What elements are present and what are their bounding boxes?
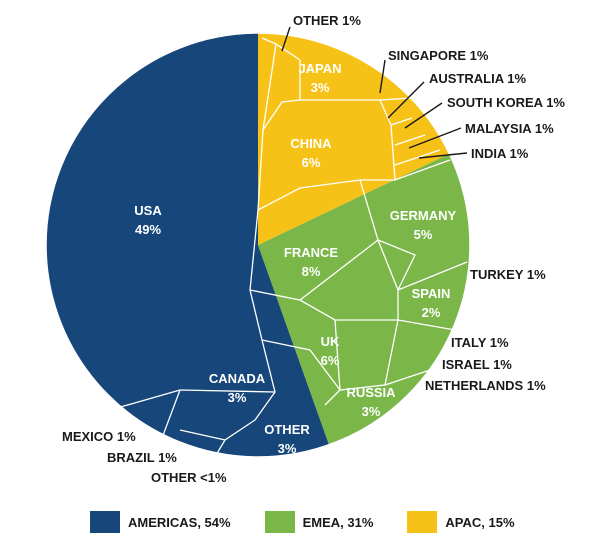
pct-japan: 3% xyxy=(311,80,330,95)
pct-china: 6% xyxy=(302,155,321,170)
label-malaysia: MALAYSIA 1% xyxy=(465,121,554,136)
leader-malaysia xyxy=(408,127,462,149)
label-spain: SPAIN xyxy=(412,286,451,301)
pct-germany: 5% xyxy=(414,227,433,242)
label-france: FRANCE xyxy=(284,245,338,260)
label-australia: AUSTRALIA 1% xyxy=(429,71,526,86)
label-uk: UK xyxy=(321,334,340,349)
leader-singapore xyxy=(379,59,386,94)
label-other-apac: OTHER 1% xyxy=(293,13,361,28)
pct-spain: 2% xyxy=(422,305,441,320)
label-germany: GERMANY xyxy=(390,208,457,223)
leader-australia xyxy=(387,81,425,119)
label-south-korea: SOUTH KOREA 1% xyxy=(447,95,565,110)
pct-other-emea: 3% xyxy=(278,441,297,456)
label-usa: USA xyxy=(134,203,162,218)
leader-other-apac xyxy=(281,26,291,52)
legend-item-americas: AMERICAS, 54% xyxy=(90,511,231,533)
pie-chart: USA 49% CANADA 3% FRANCE 8% UK 6% GERMAN… xyxy=(45,13,565,485)
pie-outline xyxy=(45,32,471,458)
legend-swatch-emea xyxy=(264,511,295,533)
region-boundaries xyxy=(109,37,468,457)
wedge-apac xyxy=(258,32,450,246)
label-other-emea: OTHER xyxy=(264,422,310,437)
label-netherlands: NETHERLANDS 1% xyxy=(425,378,546,393)
wedge-emea xyxy=(258,153,471,445)
pct-russia: 3% xyxy=(362,404,381,419)
pct-usa: 49% xyxy=(135,222,161,237)
legend-item-emea: EMEA, 31% xyxy=(264,511,374,533)
label-other-americas: OTHER <1% xyxy=(151,470,227,485)
label-italy: ITALY 1% xyxy=(451,335,509,350)
leader-india xyxy=(418,152,468,159)
leader-lines xyxy=(281,26,468,159)
label-singapore: SINGAPORE 1% xyxy=(388,48,489,63)
chart-legend: AMERICAS, 54% EMEA, 31% APAC, 15% xyxy=(90,511,549,533)
legend-item-apac: APAC, 15% xyxy=(407,511,515,533)
label-russia: RUSSIA xyxy=(346,385,396,400)
legend-label-emea: EMEA, 31% xyxy=(302,514,374,530)
legend-swatch-americas xyxy=(90,511,120,533)
label-israel: ISRAEL 1% xyxy=(442,357,512,372)
label-china: CHINA xyxy=(290,136,332,151)
label-turkey: TURKEY 1% xyxy=(470,267,546,282)
label-mexico: MEXICO 1% xyxy=(62,429,136,444)
pct-canada: 3% xyxy=(228,390,247,405)
pct-uk: 6% xyxy=(321,353,340,368)
legend-label-apac: APAC, 15% xyxy=(445,514,515,530)
label-canada: CANADA xyxy=(209,371,266,386)
label-japan: JAPAN xyxy=(298,61,341,76)
legend-label-americas: AMERICAS, 54% xyxy=(128,514,231,530)
leader-south-korea xyxy=(404,102,443,129)
wedge-americas xyxy=(46,33,329,457)
legend-swatch-apac xyxy=(407,511,438,533)
label-india: INDIA 1% xyxy=(471,146,529,161)
label-brazil: BRAZIL 1% xyxy=(107,450,177,465)
pct-france: 8% xyxy=(302,264,321,279)
